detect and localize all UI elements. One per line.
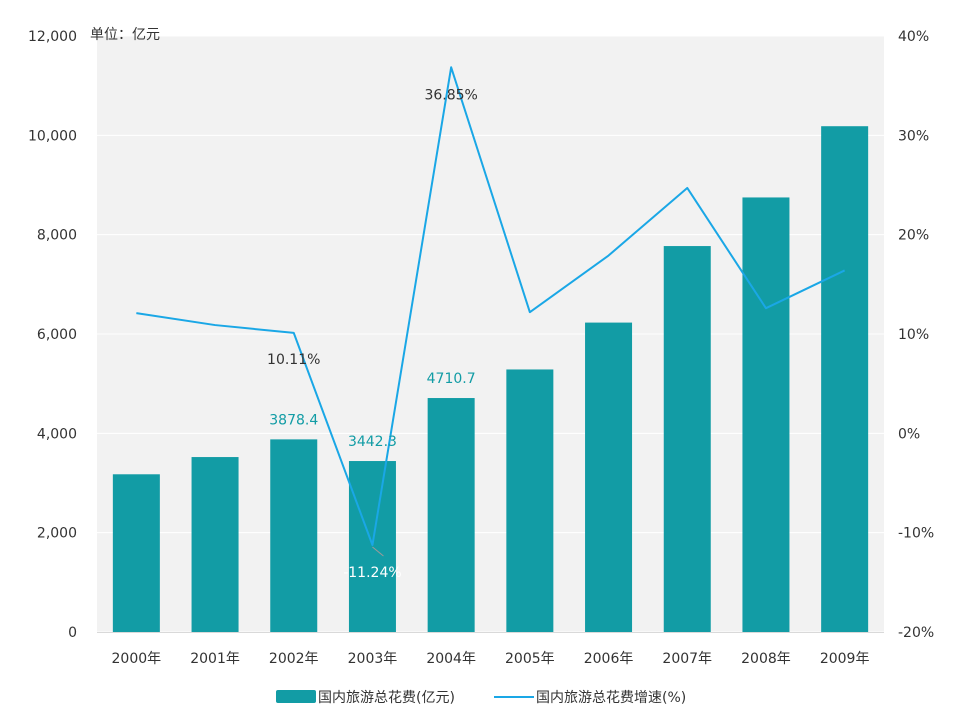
bar-data-label: 3442.3 [348, 434, 397, 450]
legend-bar-swatch [276, 690, 316, 703]
data-labels: 3878.4 3442.3 4710.7 10.11% -11.24% 36.85% [267, 87, 478, 581]
left-tick-label: 10,000 [28, 128, 77, 144]
right-tick-label: -20% [898, 625, 934, 641]
left-tick-label: 2,000 [37, 526, 77, 542]
x-tick-label: 2008年 [741, 651, 791, 667]
legend-bar-label: 国内旅游总花费(亿元) [318, 690, 455, 706]
right-tick-label: -10% [898, 526, 934, 542]
bar [270, 439, 318, 632]
line-data-label: 36.85% [424, 87, 477, 103]
x-tick-label: 2007年 [662, 651, 712, 667]
right-tick-label: 30% [898, 128, 929, 144]
left-y-axis: 0 2,000 4,000 6,000 8,000 10,000 12,000 [28, 29, 77, 641]
line-label-leader [372, 546, 384, 557]
right-y-axis: -20% -10% 0% 10% 20% 30% 40% [898, 29, 934, 641]
left-tick-label: 6,000 [37, 327, 77, 343]
growth-line [136, 66, 846, 546]
bar [821, 126, 869, 632]
bar [663, 246, 711, 633]
left-tick-label: 4,000 [37, 426, 77, 442]
right-tick-label: 20% [898, 228, 929, 244]
right-tick-label: 0% [898, 426, 920, 442]
x-tick-label: 2005年 [505, 651, 555, 667]
x-axis: 2000年 2001年 2002年 2003年 2004年 2005年 2006年 2007年… [112, 651, 870, 667]
x-tick-label: 2009年 [820, 651, 870, 667]
unit-label: 单位：亿元 [90, 27, 160, 43]
x-tick-label: 2000年 [112, 651, 162, 667]
line-data-label: -11.24% [343, 565, 401, 581]
left-tick-label: 8,000 [37, 228, 77, 244]
left-tick-label: 0 [68, 625, 77, 641]
bar [506, 369, 554, 632]
bar [112, 474, 160, 632]
bar-series [97, 126, 884, 633]
line-series [136, 66, 846, 546]
x-tick-label: 2001年 [190, 651, 240, 667]
x-tick-label: 2006年 [584, 651, 634, 667]
bar [191, 457, 239, 632]
bar-data-label: 3878.4 [269, 412, 318, 428]
bar-data-label: 4710.7 [427, 371, 476, 387]
x-tick-label: 2002年 [269, 651, 319, 667]
x-tick-label: 2004年 [426, 651, 476, 667]
bar [427, 398, 475, 632]
legend-line-label: 国内旅游总花费增速(%) [536, 690, 686, 706]
x-tick-label: 2003年 [348, 651, 398, 667]
bar [742, 197, 790, 633]
bar [585, 322, 633, 632]
left-tick-label: 12,000 [28, 29, 77, 45]
right-tick-label: 40% [898, 29, 929, 45]
line-data-label: 10.11% [267, 352, 320, 368]
bar [348, 461, 396, 632]
legend: 国内旅游总花费(亿元) 国内旅游总花费增速(%) [276, 690, 686, 706]
right-tick-label: 10% [898, 327, 929, 343]
